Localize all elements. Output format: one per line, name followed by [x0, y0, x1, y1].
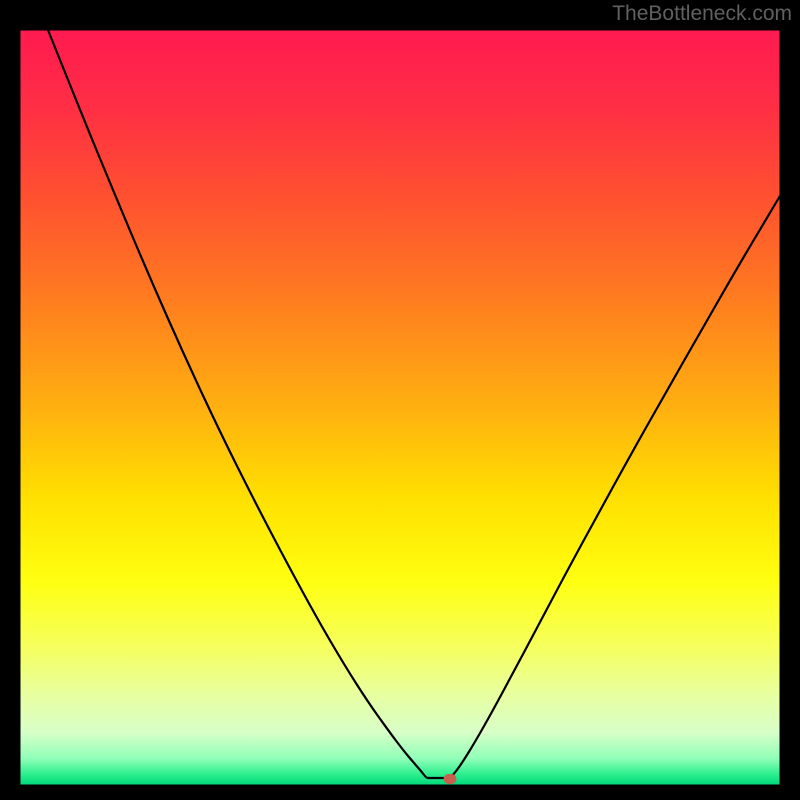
bottleneck-chart — [0, 0, 800, 800]
optimal-point-marker — [444, 774, 457, 784]
watermark-text: TheBottleneck.com — [612, 2, 792, 26]
chart-container: TheBottleneck.com — [0, 0, 800, 800]
plot-background — [20, 30, 780, 785]
